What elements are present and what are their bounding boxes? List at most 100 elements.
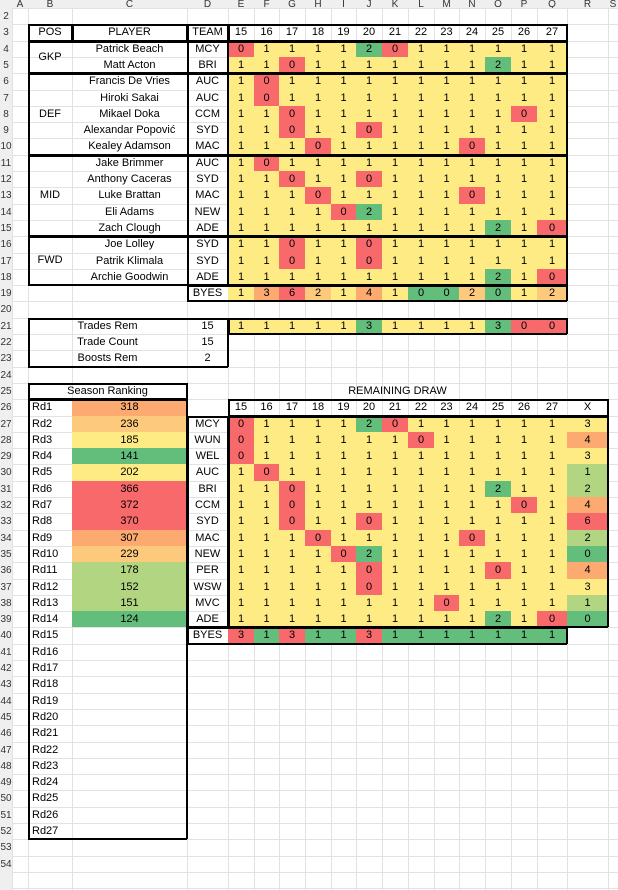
fixture-cell[interactable]: 1 <box>254 204 279 220</box>
bye-count[interactable]: 1 <box>382 285 408 301</box>
row-header[interactable]: 11 <box>0 155 12 171</box>
fixture-cell[interactable]: 1 <box>228 269 254 285</box>
round-label[interactable]: Rd17 <box>32 662 59 674</box>
draw-fixture-cell[interactable]: 1 <box>537 579 567 595</box>
draw-fixture-cell[interactable]: 1 <box>511 595 537 611</box>
fixture-cell[interactable]: 1 <box>382 106 408 122</box>
draw-bye-count[interactable]: 3 <box>356 627 382 644</box>
draw-fixture-cell[interactable]: 1 <box>382 611 408 627</box>
fixture-cell[interactable]: 1 <box>537 57 567 73</box>
row-header[interactable]: 49 <box>0 774 12 790</box>
draw-x-value[interactable]: 3 <box>567 448 608 464</box>
rank-value[interactable]: 178 <box>72 562 187 579</box>
player-name[interactable]: Archie Goodwin <box>90 271 169 283</box>
round-header[interactable]: 21 <box>388 26 402 38</box>
draw-fixture-cell[interactable]: 0 <box>356 513 382 530</box>
player-team[interactable]: AUC <box>195 75 220 87</box>
draw-fixture-cell[interactable]: 1 <box>408 595 434 611</box>
draw-x-value[interactable]: 6 <box>567 513 608 530</box>
draw-fixture-cell[interactable]: 2 <box>485 611 511 627</box>
draw-fixture-cell[interactable]: 0 <box>434 595 459 611</box>
row-header[interactable]: 15 <box>0 220 12 236</box>
fixture-cell[interactable]: 1 <box>305 269 331 285</box>
row-header[interactable]: 44 <box>0 693 12 709</box>
row-header[interactable]: 47 <box>0 742 12 758</box>
player-name[interactable]: Matt Acton <box>103 59 156 71</box>
trade-cell[interactable]: 1 <box>279 318 305 334</box>
draw-fixture-cell[interactable]: 1 <box>331 562 356 579</box>
bye-count[interactable]: 0 <box>485 285 511 301</box>
trade-cell[interactable]: 3 <box>356 318 382 334</box>
draw-round-header[interactable]: 25 <box>491 401 505 413</box>
fixture-cell[interactable]: 1 <box>511 204 537 220</box>
draw-fixture-cell[interactable]: 1 <box>356 481 382 497</box>
column-header[interactable]: N <box>459 0 485 8</box>
draw-fixture-cell[interactable]: 1 <box>356 464 382 481</box>
draw-fixture-cell[interactable]: 1 <box>279 595 305 611</box>
row-header[interactable]: 10 <box>0 138 12 155</box>
fixture-cell[interactable]: 1 <box>305 73 331 90</box>
fixture-cell[interactable]: 1 <box>408 73 434 90</box>
fixture-cell[interactable]: 1 <box>356 187 382 204</box>
draw-fixture-cell[interactable]: 1 <box>485 497 511 513</box>
fixture-cell[interactable]: 1 <box>356 73 382 90</box>
bye-count[interactable]: 1 <box>228 285 254 301</box>
fixture-cell[interactable]: 0 <box>254 73 279 90</box>
fixture-cell[interactable]: 1 <box>382 204 408 220</box>
draw-fixture-cell[interactable]: 1 <box>254 595 279 611</box>
row-header[interactable]: 32 <box>0 497 12 513</box>
player-team[interactable]: SYD <box>196 238 219 250</box>
fixture-cell[interactable]: 1 <box>279 41 305 57</box>
column-header[interactable]: H <box>305 0 331 8</box>
fixture-cell[interactable]: 0 <box>537 269 567 285</box>
fixture-cell[interactable]: 1 <box>537 204 567 220</box>
row-header[interactable]: 14 <box>0 204 12 220</box>
player-name[interactable]: Anthony Caceras <box>87 173 172 185</box>
draw-fixture-cell[interactable]: 1 <box>459 546 485 562</box>
fixture-cell[interactable]: 1 <box>459 236 485 253</box>
draw-fixture-cell[interactable]: 2 <box>356 546 382 562</box>
draw-fixture-cell[interactable]: 1 <box>382 595 408 611</box>
fixture-cell[interactable]: 2 <box>485 57 511 73</box>
draw-fixture-cell[interactable]: 1 <box>382 562 408 579</box>
fixture-cell[interactable]: 0 <box>356 171 382 187</box>
fixture-cell[interactable]: 1 <box>485 73 511 90</box>
draw-fixture-cell[interactable]: 1 <box>331 432 356 448</box>
rank-value[interactable]: 318 <box>72 399 187 416</box>
fixture-cell[interactable]: 1 <box>382 236 408 253</box>
round-label[interactable]: Rd14 <box>32 613 59 625</box>
draw-team[interactable]: SYD <box>196 515 219 527</box>
draw-fixture-cell[interactable]: 1 <box>537 464 567 481</box>
draw-team[interactable]: AUC <box>195 466 220 478</box>
fixture-cell[interactable]: 1 <box>331 269 356 285</box>
player-name[interactable]: Francis De Vries <box>89 75 170 87</box>
draw-fixture-cell[interactable]: 1 <box>228 595 254 611</box>
draw-bye-count[interactable]: 3 <box>228 627 254 644</box>
fixture-cell[interactable]: 1 <box>408 220 434 236</box>
player-name[interactable]: Eli Adams <box>105 206 154 218</box>
draw-fixture-cell[interactable]: 1 <box>305 481 331 497</box>
row-header[interactable]: 8 <box>0 106 12 122</box>
fixture-cell[interactable]: 1 <box>459 253 485 269</box>
rank-value[interactable]: 124 <box>72 611 187 627</box>
column-header[interactable]: C <box>72 0 187 8</box>
round-header[interactable]: 25 <box>491 26 505 38</box>
row-header[interactable]: 3 <box>0 24 12 41</box>
draw-fixture-cell[interactable]: 1 <box>331 481 356 497</box>
row-header[interactable]: 17 <box>0 253 12 269</box>
round-header[interactable]: 24 <box>465 26 479 38</box>
draw-fixture-cell[interactable]: 1 <box>459 448 485 464</box>
draw-fixture-cell[interactable]: 1 <box>228 562 254 579</box>
draw-x-value[interactable]: 1 <box>567 464 608 481</box>
draw-bye-count[interactable]: 1 <box>254 627 279 644</box>
fixture-cell[interactable]: 0 <box>356 236 382 253</box>
rank-value[interactable] <box>72 644 187 660</box>
fixture-cell[interactable]: 1 <box>279 204 305 220</box>
fixture-cell[interactable]: 0 <box>356 253 382 269</box>
draw-team[interactable]: BRI <box>198 483 217 495</box>
draw-fixture-cell[interactable]: 1 <box>254 497 279 513</box>
draw-fixture-cell[interactable]: 1 <box>254 562 279 579</box>
fixture-cell[interactable]: 1 <box>228 90 254 106</box>
fixture-cell[interactable]: 1 <box>279 187 305 204</box>
column-header[interactable]: I <box>331 0 356 8</box>
